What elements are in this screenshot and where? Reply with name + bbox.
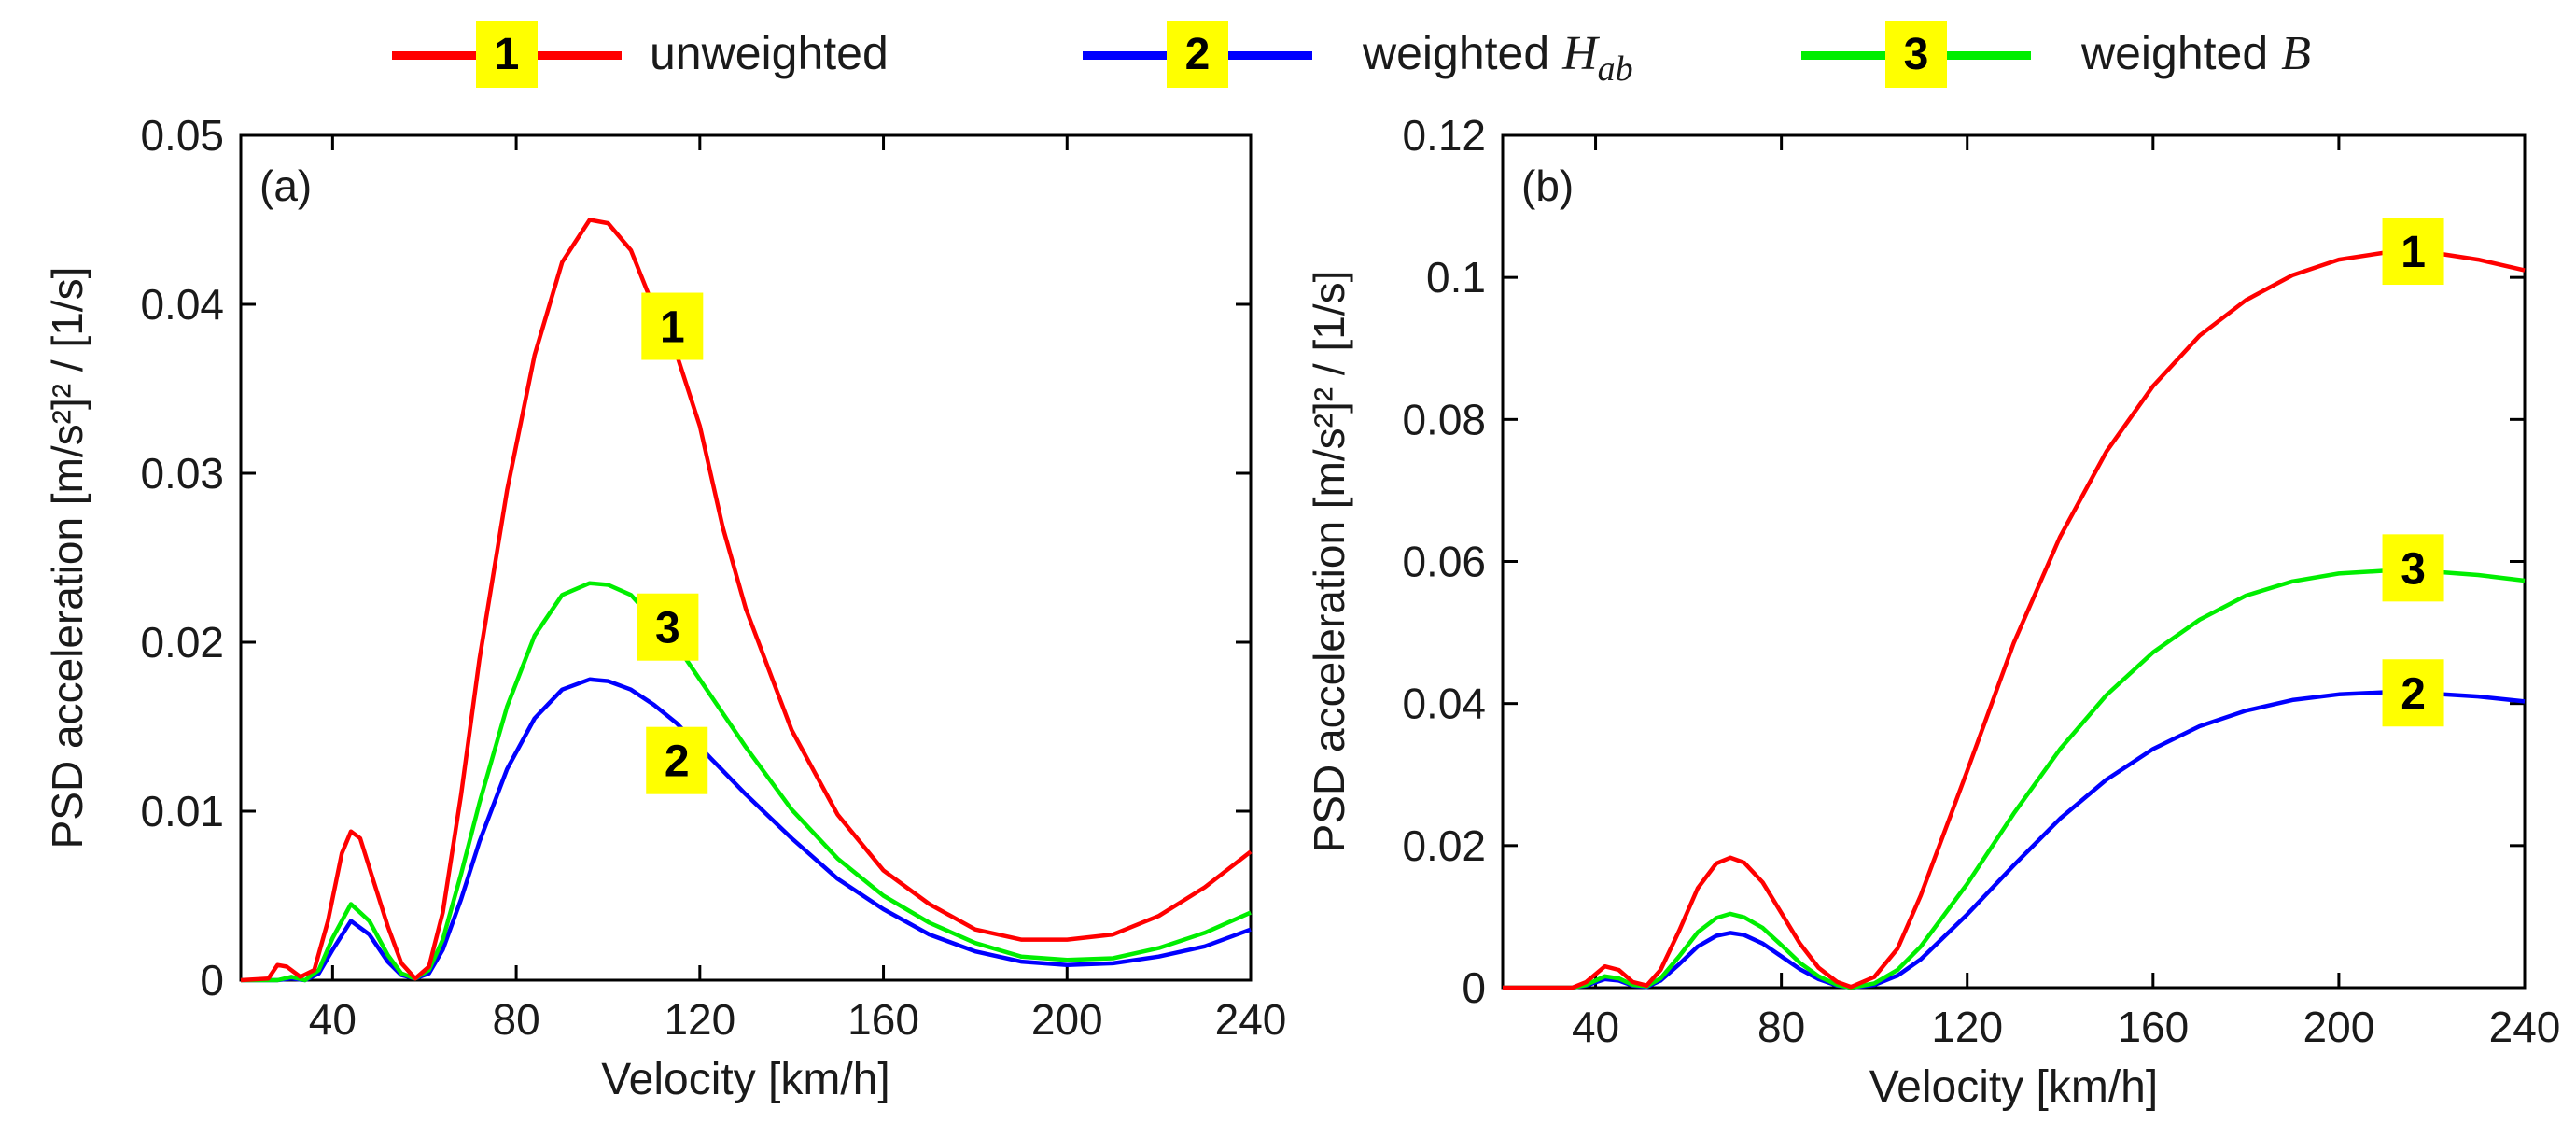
plot-frame — [239, 133, 1253, 982]
panel-label: (b) — [1521, 161, 1574, 210]
x-tick-label: 240 — [1215, 995, 1287, 1044]
x-tick-label: 160 — [847, 995, 919, 1044]
legend-label: weighted B — [2081, 26, 2311, 81]
y-tick-label: 0.01 — [140, 787, 224, 835]
series-line-2 — [241, 677, 1252, 983]
series-line-3 — [1503, 568, 2526, 990]
y-tick-label: 0.03 — [140, 449, 224, 498]
annotation-label: 2 — [665, 737, 690, 787]
annotation-label: 2 — [2401, 669, 2426, 719]
series-line-1 — [240, 218, 1253, 983]
x-tick-label: 120 — [664, 995, 735, 1044]
annotation-label: 3 — [655, 604, 680, 653]
legend-label-word: weighted — [2081, 27, 2269, 79]
annotation-badge — [641, 292, 704, 360]
x-axis-label: Velocity [km/h] — [1869, 1062, 2158, 1112]
series-line-1 — [1503, 250, 2526, 990]
legend-math-symbol: H — [1562, 27, 1598, 80]
legend-label-word: unweighted — [650, 27, 889, 79]
series-line-2 — [1503, 690, 2526, 990]
y-tick-label: 0.02 — [140, 618, 224, 667]
legend-item-1: 1 unweighted — [392, 21, 971, 88]
x-tick-label: 120 — [1931, 1003, 2003, 1051]
annotation-label: 3 — [2401, 544, 2426, 594]
y-tick-label: 0 — [1462, 963, 1486, 1012]
x-axis-label: Velocity [km/h] — [601, 1055, 889, 1104]
legend-item-2: 2 weighted Hab — [1083, 21, 1717, 89]
legend-label: weighted Hab — [1363, 26, 1633, 89]
y-axis-label: PSD acceleration [m/s²]² / [1/s] — [1305, 271, 1353, 853]
annotation-badge — [2382, 218, 2444, 286]
y-tick-label: 0 — [200, 956, 224, 1004]
x-tick-label: 240 — [2489, 1003, 2561, 1051]
y-tick-label: 0.05 — [140, 111, 224, 160]
y-tick-label: 0.02 — [1402, 821, 1486, 870]
x-tick-label: 40 — [309, 995, 357, 1044]
x-tick-label: 160 — [2117, 1003, 2189, 1051]
x-tick-label: 80 — [493, 995, 540, 1044]
y-axis-label: PSD acceleration [m/s²]² / [1/s] — [43, 267, 91, 849]
x-tick-label: 40 — [1572, 1003, 1619, 1051]
legend: 1 unweighted 2 weighted Hab 3 weighted B — [0, 0, 2576, 103]
legend-item-3: 3 weighted B — [1801, 21, 2408, 88]
x-tick-label: 200 — [2303, 1003, 2375, 1051]
annotation-badge — [2382, 659, 2444, 727]
y-tick-label: 0.04 — [1402, 680, 1486, 728]
legend-label-word: weighted — [1363, 27, 1550, 79]
y-tick-label: 0.04 — [140, 280, 224, 329]
annotation-badge — [646, 726, 708, 794]
legend-label: unweighted — [650, 26, 889, 80]
series-line-3 — [241, 581, 1252, 983]
y-tick-label: 0.12 — [1402, 111, 1486, 160]
annotation-badge — [637, 593, 699, 661]
x-tick-label: 200 — [1031, 995, 1103, 1044]
legend-math-subscript: ab — [1597, 49, 1633, 89]
y-tick-label: 0.06 — [1402, 538, 1486, 586]
legend-math-symbol: B — [2281, 27, 2311, 80]
y-tick-label: 0.08 — [1402, 395, 1486, 443]
annotation-badge — [2382, 534, 2444, 602]
annotation-label: 1 — [660, 303, 685, 353]
legend-badge: 3 — [1885, 21, 1947, 88]
y-tick-label: 0.1 — [1426, 253, 1486, 302]
panel-label: (a) — [259, 161, 312, 210]
legend-badge: 2 — [1167, 21, 1228, 88]
plot-frame — [1501, 133, 2527, 990]
legend-badge: 1 — [476, 21, 538, 88]
annotation-label: 1 — [2401, 228, 2426, 277]
x-tick-label: 80 — [1757, 1003, 1805, 1051]
